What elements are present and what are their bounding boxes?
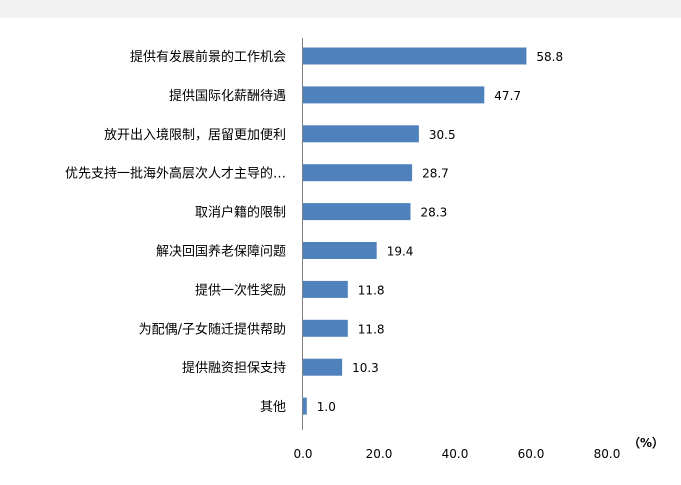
bars-layer: [303, 47, 527, 415]
category-label: 其他: [260, 400, 286, 415]
x-tick-label: 0.0: [293, 447, 312, 461]
bar: [303, 203, 411, 221]
value-labels-layer: 58.8 47.7 30.5 28.7 28.3 19.4 11.8 11.8 10.3 1.0: [317, 50, 563, 414]
data-label: 10.3: [352, 361, 379, 375]
category-label: 提供一次性奖励: [195, 282, 286, 298]
data-label: 28.7: [422, 167, 449, 181]
data-label: 11.8: [358, 322, 385, 336]
bar: [303, 280, 348, 298]
data-label: 1.0: [317, 400, 336, 414]
category-label: 放开出入境限制，居留更加便利: [104, 128, 286, 143]
x-axis-ticks-layer: 0.0 20.0 40.0 60.0 80.0: [293, 447, 620, 461]
bar: [303, 47, 527, 65]
category-label: 为配偶/子女随迁提供帮助: [139, 321, 286, 337]
x-tick-label: 60.0: [518, 447, 545, 461]
category-label: 提供融资担保支持: [182, 360, 286, 376]
top-background-strip: [0, 0, 681, 18]
bar: [303, 242, 377, 259]
bar: [303, 319, 348, 337]
bar: [303, 397, 307, 415]
data-label: 28.3: [421, 206, 448, 220]
bar: [303, 86, 485, 104]
bar: [303, 358, 343, 376]
category-label: 解决回国养老保障问题: [156, 244, 286, 260]
data-label: 58.8: [536, 50, 563, 64]
bar: [303, 125, 419, 143]
data-label: 30.5: [429, 128, 456, 142]
data-label: 47.7: [494, 89, 521, 103]
category-label: 优先支持一批海外高层次人才主导的…: [65, 166, 286, 182]
category-labels-layer: 提供有发展前景的工作机会提供国际化薪酬待遇放开出入境限制，居留更加便利优先支持一…: [65, 49, 286, 415]
x-axis-unit-label: （%）: [628, 435, 664, 450]
category-label: 提供有发展前景的工作机会: [130, 49, 286, 65]
data-label: 11.8: [358, 283, 385, 297]
x-tick-label: 80.0: [594, 447, 621, 461]
x-tick-label: 40.0: [442, 447, 469, 461]
bar: [303, 164, 413, 182]
category-label: 提供国际化薪酬待遇: [169, 88, 286, 104]
category-label: 取消户籍的限制: [195, 205, 286, 221]
data-label: 19.4: [387, 245, 414, 259]
x-tick-label: 20.0: [366, 447, 393, 461]
